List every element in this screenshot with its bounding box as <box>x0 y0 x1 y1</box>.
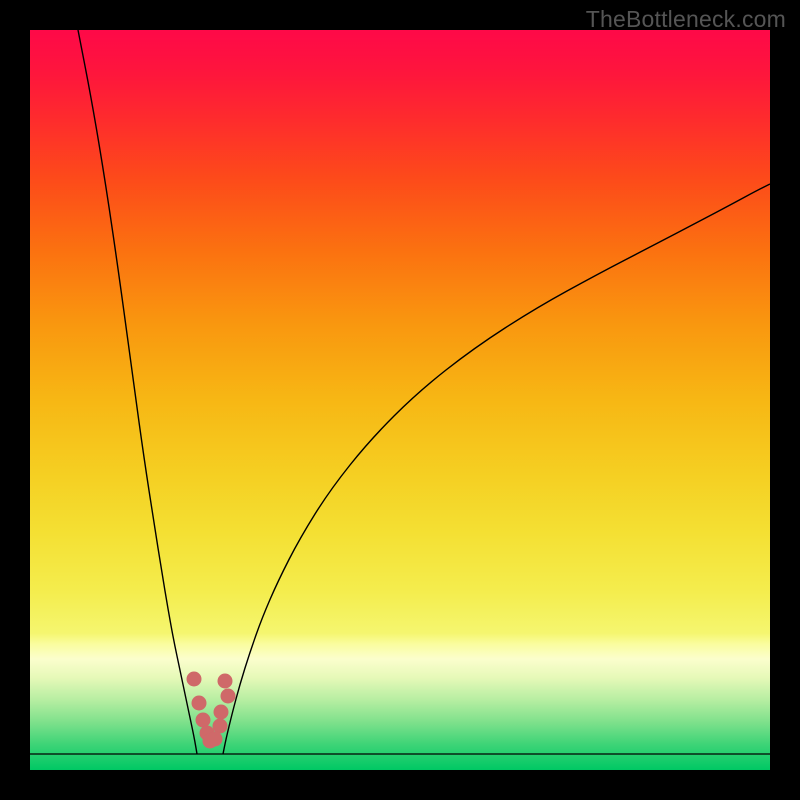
marker-dot <box>213 719 228 734</box>
marker-dot <box>192 696 207 711</box>
chart-frame: TheBottleneck.com <box>0 0 800 800</box>
marker-dot <box>218 674 233 689</box>
watermark-text: TheBottleneck.com <box>586 6 786 33</box>
marker-dot <box>214 705 229 720</box>
marker-dot <box>196 713 211 728</box>
marker-dot <box>221 689 236 704</box>
plot-area <box>30 30 770 770</box>
marker-dot <box>208 732 223 747</box>
gradient-background <box>30 30 770 770</box>
marker-dot <box>187 672 202 687</box>
bottleneck-curve-chart <box>30 30 770 770</box>
